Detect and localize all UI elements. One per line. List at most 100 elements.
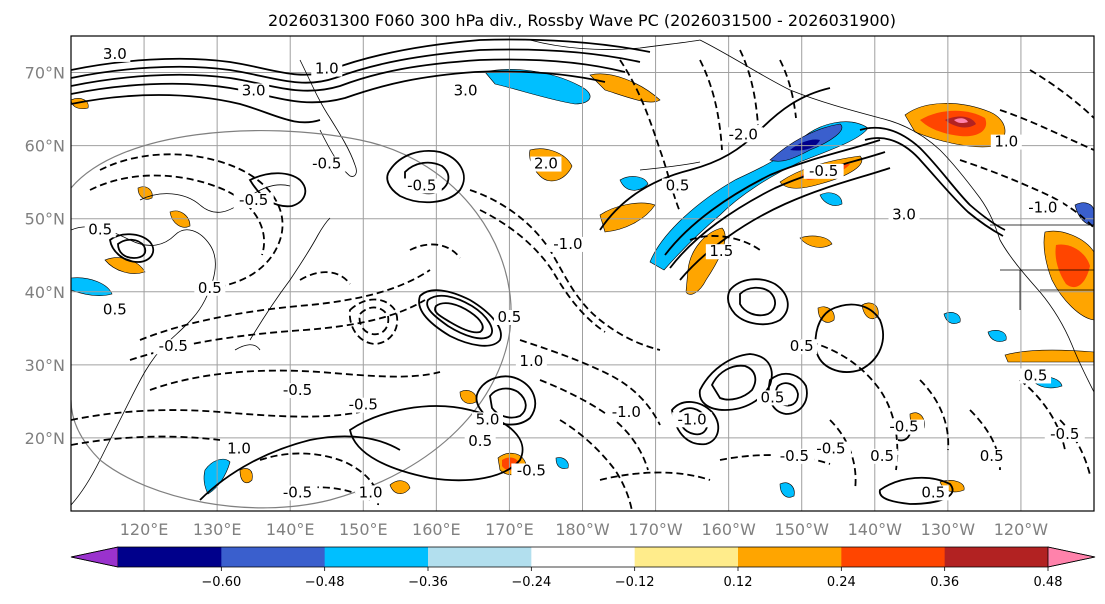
contour-positive xyxy=(727,278,789,326)
contour-label: -0.5 xyxy=(312,155,341,173)
contour-label: 0.5 xyxy=(103,301,127,319)
lon-tick-label: 120°E xyxy=(120,520,169,539)
lon-tick-label: 160°W xyxy=(701,520,756,539)
contour-positive xyxy=(599,87,831,231)
colorbar-tick-label: 0.36 xyxy=(930,575,959,590)
lon-tick-labels: 120°E 130°E 140°E 150°E 160°E 170°E 180°W 170°W… xyxy=(120,520,1049,539)
contour-positive xyxy=(679,167,891,281)
contour-label-bg xyxy=(223,441,255,457)
colorbar-segment xyxy=(531,547,636,567)
contour-negative xyxy=(689,235,761,251)
shade-negative xyxy=(819,192,843,206)
contour-label-bg xyxy=(311,61,343,77)
shade-negative xyxy=(484,69,591,105)
contour-negative xyxy=(519,339,661,426)
colorbar-extend-min xyxy=(70,546,119,568)
contour-label: 0.5 xyxy=(980,447,1004,465)
contour-label: -0.5 xyxy=(407,176,436,194)
contour-label-bg xyxy=(884,419,925,435)
contour-negative xyxy=(71,409,361,421)
contour-label: -0.5 xyxy=(889,418,918,436)
contour-label-bg xyxy=(511,463,552,479)
lon-tick-label: 140°W xyxy=(848,520,903,539)
contour-negative xyxy=(779,59,797,119)
contour-label-layer: 3.0 3.0 1.0 3.0 2.0 -0.5 -0.5 -0.5 0.5 0.5 0.5 -0.5… xyxy=(84,45,1085,501)
contour-label: 3.0 xyxy=(454,81,478,99)
contour-label: 1.0 xyxy=(359,483,383,501)
shade-negative xyxy=(1074,202,1094,226)
contour-label: 1.0 xyxy=(994,133,1018,151)
contour-label-bg xyxy=(606,405,647,420)
coastline-alaska xyxy=(699,39,1001,241)
contour-positive xyxy=(859,126,1006,231)
colorbar-tick-label: −0.12 xyxy=(615,575,655,590)
lat-tick-labels: 70°N 60°N 50°N 40°N 30°N 20°N xyxy=(25,64,65,448)
colorbar-tick-label: −0.48 xyxy=(305,575,345,590)
contour-label-bg xyxy=(99,302,131,318)
contour-negative xyxy=(259,452,380,506)
contour-negative xyxy=(799,339,899,471)
contour-negative xyxy=(479,209,606,333)
contour-label-bg xyxy=(1022,200,1063,216)
contour-positive xyxy=(71,48,641,84)
contour-positive xyxy=(71,94,321,124)
shade-negative xyxy=(790,139,820,151)
contour-label: -0.5 xyxy=(283,381,312,399)
contour-positive xyxy=(475,375,537,426)
contour-label: -1.0 xyxy=(612,403,641,421)
contour-label-bg xyxy=(493,310,525,325)
contour-label: 0.5 xyxy=(790,337,814,355)
shade-positive xyxy=(799,235,833,248)
colorbar-segment xyxy=(944,547,1049,567)
contour-negative xyxy=(739,49,759,126)
lon-tick-label: 130°E xyxy=(193,520,242,539)
coastline-na-west xyxy=(999,239,1094,393)
colorbar-segment xyxy=(841,547,946,567)
contour-positive xyxy=(109,233,155,263)
contour-label: 1.0 xyxy=(227,440,251,458)
colorbar-tick-labels: −0.60 −0.48 −0.36 −0.24 −0.12 0.12 0.24 0.36 0.4… xyxy=(201,567,1062,590)
contour-label: -0.5 xyxy=(517,461,546,479)
colorbar-tick-label: −0.36 xyxy=(408,575,448,590)
shade-positive xyxy=(104,257,146,274)
contour-positive xyxy=(71,70,606,104)
contour-label-bg xyxy=(888,207,920,223)
lon-tick-label: 160°E xyxy=(412,520,461,539)
great-circle-arc xyxy=(71,130,512,509)
colorbar-tick-label: 0.24 xyxy=(827,575,856,590)
lat-tick-label: 70°N xyxy=(25,64,65,83)
contour-label: -1.0 xyxy=(1028,198,1057,216)
contour-label: -0.5 xyxy=(283,483,312,501)
contour-positive xyxy=(664,139,881,256)
shade-positive xyxy=(599,202,656,233)
contour-negative xyxy=(149,369,441,391)
contour-label-bg xyxy=(810,441,851,457)
contour-label: 0.5 xyxy=(666,176,690,194)
contour-label-bg xyxy=(355,485,387,501)
contour-label: -1.0 xyxy=(677,410,706,428)
lat-tick-label: 60°N xyxy=(25,137,65,156)
colorbar-segment xyxy=(428,547,532,567)
contour-positive xyxy=(739,286,776,317)
contour-negative xyxy=(348,298,399,345)
contour-label-bg xyxy=(1020,368,1052,384)
contour-negative xyxy=(959,159,1094,229)
contour-label: -0.5 xyxy=(1050,425,1079,443)
contour-label: -0.5 xyxy=(159,337,188,355)
contour-label: 3.0 xyxy=(242,81,266,99)
contour-negative xyxy=(829,419,857,491)
contour-label-bg xyxy=(277,383,318,399)
contour-label: 0.5 xyxy=(761,388,785,406)
contour-label-bg xyxy=(472,412,504,428)
contour-positive xyxy=(71,58,626,92)
lon-tick-label: 170°W xyxy=(628,520,683,539)
shade-positive xyxy=(1004,349,1094,363)
contour-label: -1.0 xyxy=(553,235,582,253)
contour-label-bg xyxy=(917,485,949,501)
contour-negative xyxy=(919,379,950,451)
contour-label-bg xyxy=(233,193,274,209)
contour-label: 0.5 xyxy=(198,279,222,297)
contour-positive xyxy=(348,405,524,482)
lon-tick-label: 150°E xyxy=(339,520,388,539)
coastline-aleutians xyxy=(639,161,701,171)
